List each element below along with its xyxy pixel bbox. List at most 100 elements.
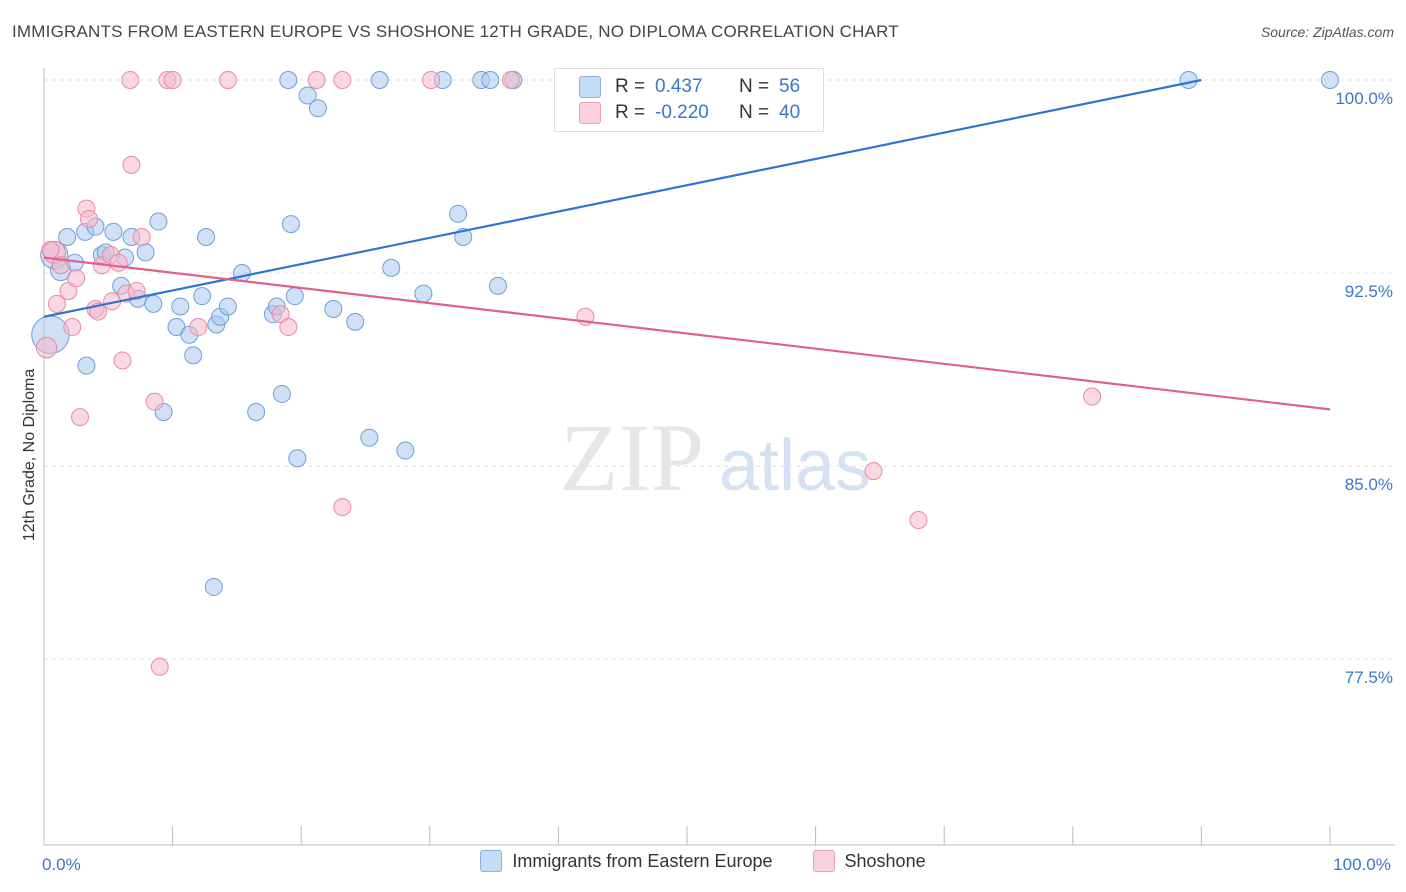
axes: [43, 68, 1395, 846]
point-eastern-europe: [1321, 71, 1339, 89]
point-eastern-europe: [197, 227, 216, 246]
n-label-2: N =: [739, 102, 770, 123]
point-shoshone: [132, 227, 151, 246]
point-eastern-europe: [396, 441, 415, 460]
n-value-1: 56: [779, 76, 801, 97]
point-eastern-europe: [184, 346, 203, 365]
trend-line-eastern-europe: [43, 78, 1202, 318]
r-value-2: -0.220: [655, 102, 709, 123]
point-shoshone: [127, 282, 146, 301]
legend-label-eastern-europe: Immigrants from Eastern Europe: [512, 850, 773, 871]
stats-swatch-2: [579, 102, 601, 124]
trend-lines: [43, 78, 1331, 411]
point-eastern-europe: [298, 86, 317, 105]
point-eastern-europe: [370, 71, 389, 89]
x-tick-label: 0.0%: [42, 855, 81, 874]
point-eastern-europe: [382, 258, 401, 277]
source-label: Source: ZipAtlas.com: [1260, 24, 1394, 40]
stats-box: R = 0.437 N = 56 R = -0.220 N = 40: [554, 68, 824, 132]
point-eastern-europe: [77, 356, 96, 375]
n-value-2: 40: [779, 102, 801, 123]
point-shoshone: [113, 351, 132, 370]
point-eastern-europe: [136, 243, 155, 262]
point-eastern-europe: [281, 215, 300, 234]
trend-line-shoshone: [43, 256, 1331, 411]
point-shoshone: [333, 71, 352, 89]
point-shoshone: [501, 71, 520, 89]
point-shoshone: [109, 253, 128, 272]
r-label-2: R =: [615, 102, 646, 123]
point-eastern-europe: [308, 99, 327, 118]
y-tick-label: 77.5%: [1345, 668, 1393, 687]
point-shoshone: [47, 294, 66, 313]
point-eastern-europe: [488, 276, 507, 295]
watermark-atlas: atlas: [719, 426, 871, 506]
legend-item-eastern-europe[interactable]: Immigrants from Eastern Europe: [480, 850, 773, 872]
point-shoshone: [864, 462, 883, 481]
r-label-1: R =: [615, 76, 646, 97]
y-tick-label: 100.0%: [1335, 89, 1393, 108]
legend-label-shoshone: Shoshone: [844, 850, 926, 871]
point-shoshone: [333, 498, 352, 517]
watermark: ZIP atlas: [560, 404, 871, 511]
point-eastern-europe: [1179, 71, 1198, 89]
point-eastern-europe: [58, 227, 77, 246]
point-eastern-europe: [414, 284, 433, 303]
point-eastern-europe: [288, 449, 307, 468]
point-eastern-europe: [346, 312, 365, 331]
legend: Immigrants from Eastern Europe Shoshone: [0, 850, 1406, 872]
point-shoshone: [67, 269, 86, 288]
stats-row-2: R = -0.220 N = 40: [579, 100, 800, 126]
n-label-1: N =: [739, 76, 770, 97]
point-eastern-europe: [144, 294, 163, 313]
point-shoshone: [150, 657, 169, 676]
point-shoshone: [80, 209, 99, 228]
point-eastern-europe: [171, 297, 190, 316]
point-shoshone: [121, 71, 140, 89]
stats-row-1: R = 0.437 N = 56: [579, 74, 800, 100]
point-shoshone: [41, 240, 60, 259]
point-shoshone: [122, 155, 141, 174]
point-eastern-europe: [285, 287, 304, 306]
r-value-1: 0.437: [655, 76, 703, 97]
y-tick-label: 92.5%: [1345, 282, 1393, 301]
stats-swatch-1: [579, 76, 601, 98]
legend-item-shoshone[interactable]: Shoshone: [812, 850, 926, 872]
point-shoshone: [71, 408, 90, 427]
point-shoshone: [63, 318, 82, 337]
point-eastern-europe: [481, 71, 500, 89]
grid: [44, 79, 1395, 660]
point-eastern-europe: [204, 577, 223, 596]
point-eastern-europe: [149, 212, 168, 231]
point-shoshone: [307, 71, 326, 89]
point-eastern-europe: [360, 428, 379, 447]
watermark-zip: ZIP: [560, 404, 704, 511]
legend-swatch-eastern-europe: [480, 850, 503, 872]
point-shoshone: [909, 511, 928, 530]
points: [31, 71, 1339, 676]
point-eastern-europe: [272, 384, 291, 403]
y-axis-label: 12th Grade, No Diploma: [21, 368, 38, 542]
point-shoshone: [189, 318, 208, 337]
point-shoshone: [218, 71, 237, 89]
tick-labels: 100.0% 92.5% 85.0% 77.5% 0.0% 100.0%: [42, 89, 1393, 874]
point-eastern-europe: [104, 222, 123, 241]
point-eastern-europe: [233, 264, 252, 282]
point-eastern-europe: [193, 287, 212, 306]
point-eastern-europe: [449, 204, 468, 223]
point-shoshone: [1083, 387, 1102, 406]
point-eastern-europe: [324, 300, 343, 319]
chart-title: IMMIGRANTS FROM EASTERN EUROPE VS SHOSHO…: [12, 22, 899, 41]
point-eastern-europe: [218, 297, 237, 316]
point-shoshone: [422, 71, 441, 89]
point-shoshone: [163, 71, 182, 89]
legend-swatch-shoshone: [812, 850, 835, 872]
point-shoshone: [279, 318, 298, 337]
point-eastern-europe: [247, 402, 266, 421]
x-tick-label: 100.0%: [1333, 855, 1391, 874]
y-tick-label: 85.0%: [1345, 475, 1393, 494]
point-eastern-europe: [279, 71, 298, 89]
point-shoshone: [145, 392, 164, 411]
point-shoshone: [35, 336, 58, 359]
